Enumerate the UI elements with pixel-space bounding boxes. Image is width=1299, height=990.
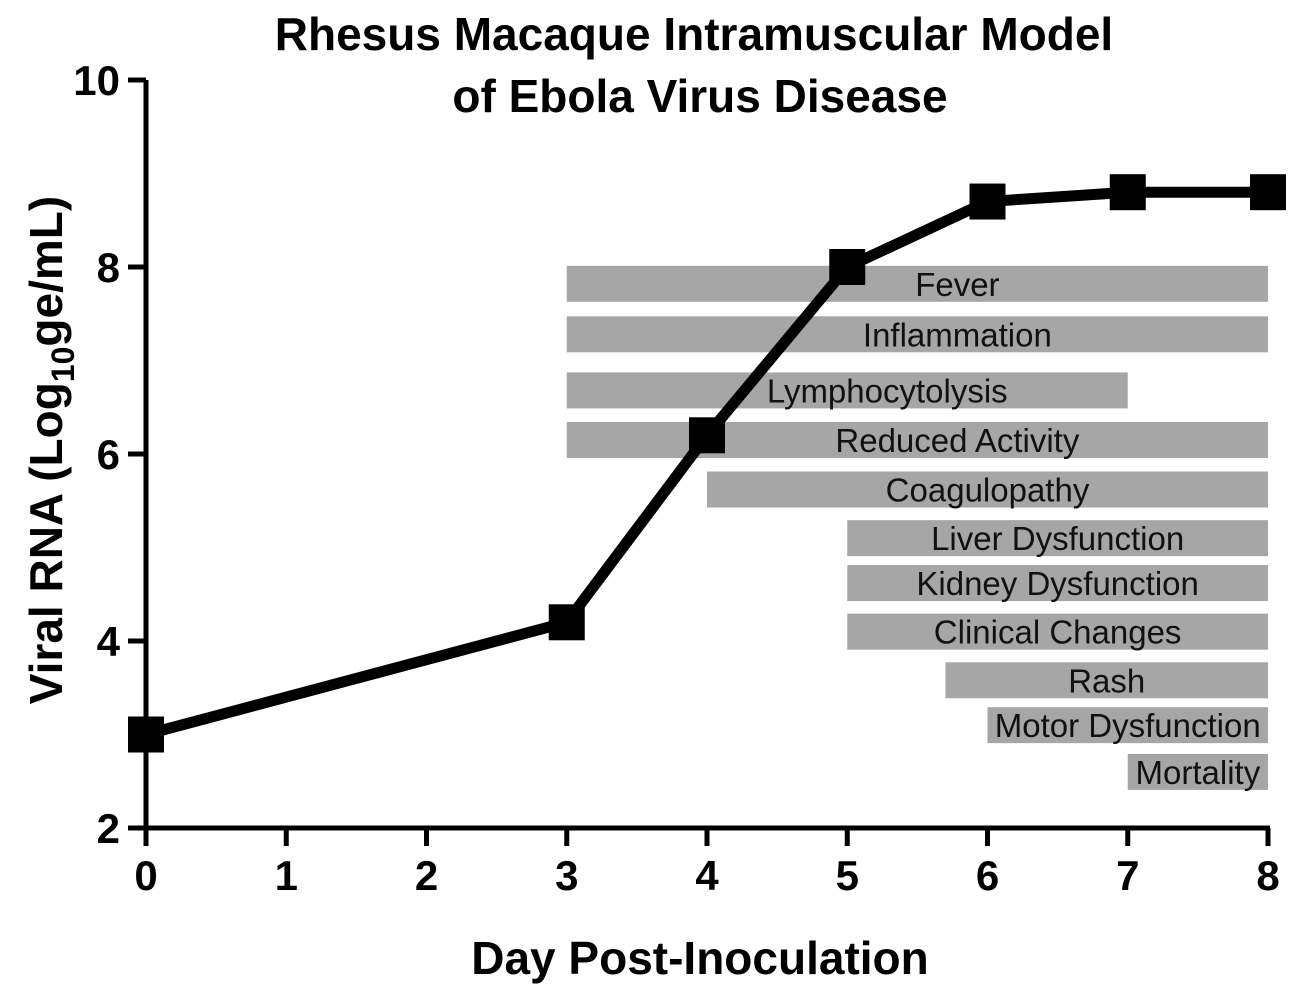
x-tick-label: 5 xyxy=(836,852,859,899)
data-point xyxy=(969,183,1006,220)
symptom-band-label: Reduced Activity xyxy=(835,422,1079,459)
symptom-band xyxy=(1127,753,1268,790)
symptom-band xyxy=(847,613,1268,650)
data-point xyxy=(128,716,164,753)
y-axis-label-prefix: Viral RNA (Log xyxy=(20,382,72,704)
symptom-band-label: Liver Dysfunction xyxy=(931,520,1184,557)
symptom-band xyxy=(566,421,1268,458)
y-tick-label: 4 xyxy=(97,618,121,665)
x-axis-ticks: 0 1 2 3 4 5 6 7 8 xyxy=(134,828,1280,899)
chart-title: Rhesus Macaque Intramuscular Model of Eb… xyxy=(275,8,1113,122)
symptom-band xyxy=(566,372,1128,409)
y-axis-ticks: 2 4 6 8 10 xyxy=(73,57,146,852)
data-point xyxy=(548,604,585,641)
symptom-band-label: Mortality xyxy=(1136,754,1261,791)
symptom-band-label: Inflammation xyxy=(863,316,1052,353)
x-tick-label: 2 xyxy=(415,852,438,899)
symptom-band xyxy=(847,565,1268,602)
viral-rna-series xyxy=(128,174,1286,753)
x-tick-label: 8 xyxy=(1256,852,1279,899)
y-tick-label: 10 xyxy=(73,57,120,104)
y-axis-label-suffix: ge/mL) xyxy=(20,196,72,347)
symptom-band xyxy=(847,520,1268,557)
data-point xyxy=(1250,174,1286,211)
symptom-band-label: Motor Dysfunction xyxy=(995,707,1261,744)
symptom-band xyxy=(566,316,1268,353)
data-point xyxy=(829,249,866,285)
symptom-band-label: Clinical Changes xyxy=(934,614,1182,651)
symptom-band-label: Kidney Dysfunction xyxy=(916,565,1198,602)
x-tick-label: 1 xyxy=(275,852,298,899)
symptom-band xyxy=(945,662,1268,699)
x-tick-label: 3 xyxy=(555,852,578,899)
symptom-band-label: Lymphocytolysis xyxy=(767,372,1008,409)
x-tick-label: 4 xyxy=(695,852,719,899)
x-tick-label: 0 xyxy=(134,852,157,899)
x-tick-label: 7 xyxy=(1116,852,1139,899)
symptom-band xyxy=(566,265,1268,302)
chart-title-line-1: Rhesus Macaque Intramuscular Model xyxy=(275,8,1113,60)
x-tick-label: 6 xyxy=(976,852,999,899)
symptom-band-label: Fever xyxy=(915,266,999,303)
chart-title-line-2: of Ebola Virus Disease xyxy=(452,70,947,122)
data-point xyxy=(689,417,725,454)
data-point xyxy=(1109,174,1146,211)
symptom-band-label: Rash xyxy=(1068,662,1145,699)
y-tick-label: 2 xyxy=(97,805,120,852)
symptom-bands: Fever Inflammation Lymphocytolysis Reduced … xyxy=(566,265,1268,791)
y-tick-label: 8 xyxy=(97,244,120,291)
symptom-band xyxy=(987,707,1268,744)
symptom-band xyxy=(707,471,1268,508)
y-axis-label-subscript: 10 xyxy=(45,347,81,383)
symptom-band-label: Coagulopathy xyxy=(886,472,1090,509)
x-axis-label: Day Post-Inoculation xyxy=(471,932,928,984)
y-tick-label: 6 xyxy=(97,431,120,478)
y-axis-label: Viral RNA (Log10ge/mL) xyxy=(20,196,81,704)
